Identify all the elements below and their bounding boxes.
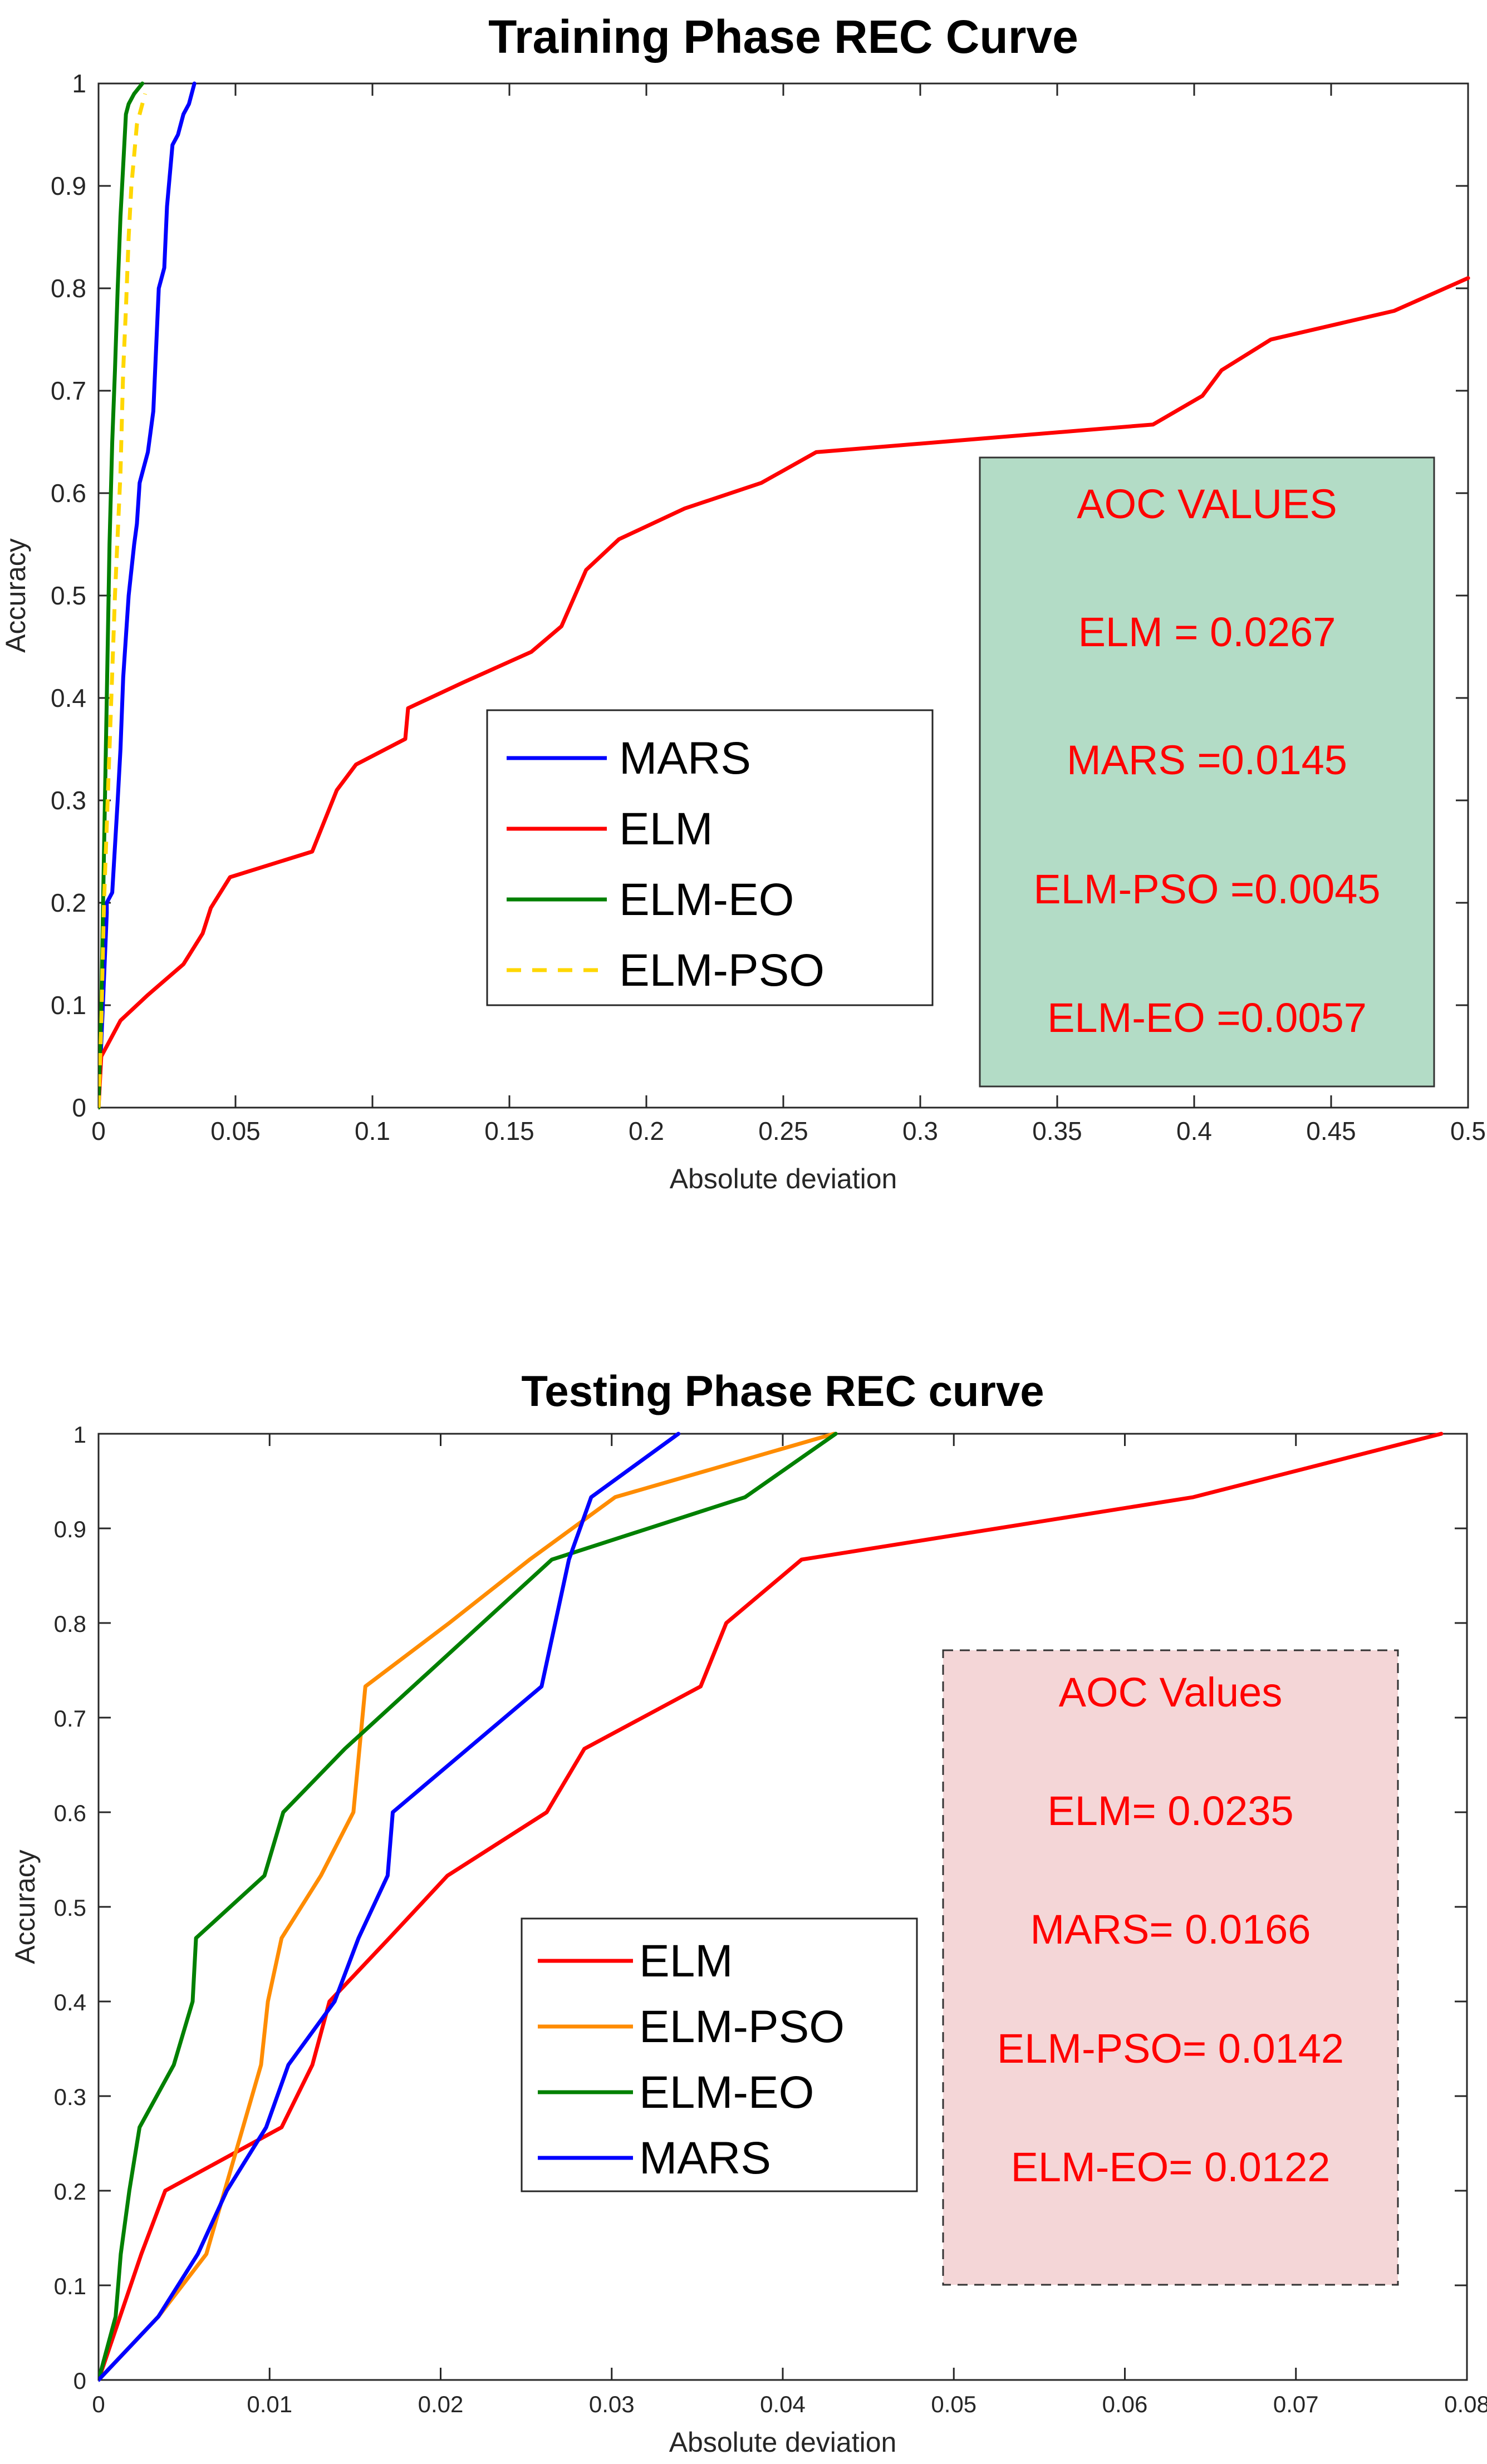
- legend-label-elm-eo: ELM-EO: [639, 2067, 814, 2118]
- series-group: [99, 1432, 1444, 2382]
- aoc-heading: AOC VALUES: [1077, 481, 1337, 527]
- y-tick-label: 0.7: [54, 1705, 86, 1732]
- y-tick-label: 0.9: [51, 171, 86, 200]
- y-tick-label: 0.2: [54, 2178, 86, 2205]
- series-line-elm-eo: [99, 81, 145, 1110]
- x-tick-label: 0.04: [760, 2391, 806, 2417]
- series-line-elm: [99, 1432, 1444, 2382]
- x-axis-label: Absolute deviation: [670, 1163, 897, 1194]
- aoc-heading: AOC Values: [1059, 1669, 1283, 1715]
- y-tick-label: 1: [72, 69, 86, 98]
- aoc-box: [979, 456, 1435, 1088]
- series-line-elm-eo: [99, 1432, 838, 2382]
- y-tick-label: 0.5: [54, 1895, 86, 1921]
- y-tick-label: 0.7: [51, 376, 86, 405]
- aoc-value: ELM-PSO= 0.0142: [997, 2025, 1344, 2072]
- y-tick-label: 0.9: [54, 1516, 86, 1542]
- x-tick-label: 0.08: [1444, 2391, 1487, 2417]
- x-tick-label: 0.03: [589, 2391, 635, 2417]
- aoc-value: ELM-EO= 0.0122: [1011, 2144, 1331, 2190]
- x-tick-label: 0.5: [1450, 1117, 1486, 1145]
- series-line-elm-pso: [99, 93, 147, 1108]
- aoc-annotation: AOC Values ELM= 0.0235 MARS= 0.0166 ELM-PSO…: [942, 1649, 1399, 2286]
- y-tick-label: 0.5: [51, 581, 86, 610]
- series-group: [99, 81, 1470, 1110]
- series-line-mars: [99, 81, 197, 1110]
- aoc-value: ELM = 0.0267: [1078, 609, 1336, 655]
- aoc-value: MARS =0.0145: [1067, 737, 1347, 783]
- aoc-value: MARS= 0.0166: [1030, 1906, 1311, 1952]
- legend-label-elm-eo: ELM-EO: [619, 874, 794, 925]
- y-tick-label: 0.2: [51, 888, 86, 917]
- chart-title: Training Phase REC Curve: [488, 11, 1078, 63]
- legend-label-mars: MARS: [639, 2133, 771, 2183]
- x-tick-label: 0: [91, 1117, 106, 1145]
- x-axis-label: Absolute deviation: [669, 2427, 897, 2458]
- legend: ELM ELM-PSO ELM-EO MARS: [521, 1917, 918, 2192]
- x-tick-label: 0.1: [355, 1117, 390, 1145]
- legend-label-mars: MARS: [619, 733, 751, 784]
- x-tick-label: 0.35: [1032, 1117, 1082, 1145]
- aoc-value: ELM= 0.0235: [1047, 1788, 1293, 1834]
- aoc-box: [942, 1649, 1399, 2286]
- aoc-value: ELM-PSO =0.0045: [1033, 866, 1380, 912]
- training-rec-chart: Training Phase REC Curve 0 0.05 0.1 0.15 0.2 0…: [0, 11, 1486, 1194]
- x-tick-label: 0.06: [1102, 2391, 1148, 2417]
- series-line-mars: [99, 1432, 681, 2382]
- x-tick-label: 0.3: [902, 1117, 938, 1145]
- y-tick-label: 0.8: [51, 274, 86, 303]
- legend-label-elm: ELM: [619, 804, 713, 854]
- y-tick-label: 0.4: [54, 1989, 86, 2015]
- y-axis-label: Accuracy: [9, 1850, 41, 1964]
- y-tick-label: 0.6: [51, 479, 86, 508]
- x-tick-label: 0.05: [210, 1117, 261, 1145]
- testing-rec-chart: Testing Phase REC curve 0 0.01 0.02 0.03 0.04…: [9, 1366, 1487, 2458]
- x-tick-label: 0.15: [484, 1117, 534, 1145]
- x-tick-label: 0.07: [1273, 2391, 1319, 2417]
- legend-label-elm-pso: ELM-PSO: [619, 945, 825, 996]
- series-line-elm-pso: [99, 1432, 836, 2382]
- y-tick-label: 1: [73, 1422, 86, 1448]
- legend-label-elm: ELM: [639, 1936, 733, 1986]
- legend: MARS ELM ELM-EO ELM-PSO: [486, 709, 934, 1006]
- series-line-elm: [99, 276, 1470, 1110]
- y-tick-label: 0.4: [51, 683, 86, 712]
- x-tick-label: 0.45: [1306, 1117, 1356, 1145]
- aoc-annotation: AOC VALUES ELM = 0.0267 MARS =0.0145 ELM-PS…: [979, 456, 1435, 1088]
- y-tick-label: 0.6: [54, 1800, 86, 1826]
- x-tick-label: 0: [92, 2391, 105, 2417]
- y-tick-label: 0.3: [54, 2084, 86, 2110]
- x-tick-label: 0.4: [1176, 1117, 1212, 1145]
- x-tick-label: 0.01: [247, 2391, 292, 2417]
- x-tick-label: 0.02: [418, 2391, 464, 2417]
- legend-box: [521, 1917, 918, 2192]
- x-tick-label: 0.25: [758, 1117, 808, 1145]
- y-axis-label: Accuracy: [0, 538, 31, 653]
- chart-title: Testing Phase REC curve: [521, 1366, 1044, 1415]
- y-tick-label: 0.3: [51, 786, 86, 815]
- x-tick-label: 0.05: [931, 2391, 976, 2417]
- x-tick-label: 0.2: [629, 1117, 664, 1145]
- y-tick-label: 0: [73, 2368, 86, 2394]
- y-tick-label: 0.1: [51, 991, 86, 1020]
- y-tick-label: 0.8: [54, 1611, 86, 1637]
- aoc-value: ELM-EO =0.0057: [1047, 995, 1367, 1041]
- legend-label-elm-pso: ELM-PSO: [639, 2001, 845, 2052]
- y-tick-label: 0: [72, 1093, 86, 1122]
- y-tick-label: 0.1: [54, 2273, 86, 2299]
